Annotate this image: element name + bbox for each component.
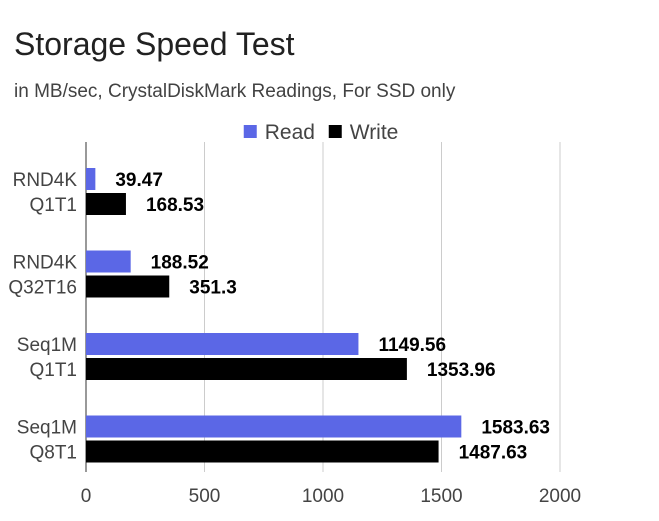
data-label-write: 1353.96 (427, 360, 496, 381)
chart-subtitle: in MB/sec, CrystalDiskMark Readings, For… (14, 81, 456, 102)
data-labels: 39.47 168.53 188.52 351.3 1149.56 1353.96 1583… (115, 170, 550, 464)
data-label-read: 39.47 (115, 170, 163, 191)
y-tick-label: Q1T1 (29, 360, 77, 381)
data-label-write: 1487.63 (459, 443, 528, 464)
y-tick-label: Q32T16 (8, 278, 77, 299)
x-tick-label: 500 (189, 486, 221, 507)
bars (86, 168, 462, 463)
x-tick-label: 0 (81, 486, 92, 507)
bar-write (86, 275, 170, 298)
legend-label-read: Read (265, 121, 315, 144)
data-label-write: 351.3 (189, 278, 237, 299)
y-tick-label: Seq1M (17, 418, 77, 439)
y-tick-label: Q8T1 (29, 443, 77, 464)
bar-write (86, 358, 407, 380)
value-axis: 0 500 1000 1500 2000 (81, 486, 581, 507)
data-label-read: 1583.63 (481, 418, 550, 439)
category-axis: RND4K Q1T1 RND4K Q32T16 Seq1M Q1T1 Seq1M Q8T1 (8, 170, 77, 464)
data-label-write: 168.53 (146, 195, 204, 216)
y-tick-label: Seq1M (17, 335, 77, 356)
bar-read (86, 333, 359, 355)
legend: Read Write (243, 121, 399, 144)
legend-swatch-write (328, 125, 342, 138)
legend-label-write: Write (350, 121, 399, 144)
bar-write (86, 440, 439, 463)
bar-read (86, 415, 462, 438)
data-label-read: 1149.56 (378, 335, 446, 356)
bar-read (86, 250, 131, 273)
x-tick-label: 1500 (420, 486, 462, 507)
x-tick-label: 2000 (539, 486, 581, 507)
bar-write (86, 193, 126, 215)
chart-title: Storage Speed Test (14, 26, 295, 62)
y-tick-label: RND4K (13, 170, 78, 191)
x-tick-label: 1000 (302, 486, 344, 507)
y-tick-label: RND4K (13, 253, 78, 274)
legend-swatch-read (243, 125, 257, 138)
y-tick-label: Q1T1 (29, 195, 77, 216)
data-label-read: 188.52 (151, 253, 209, 274)
bar-read (86, 168, 96, 190)
